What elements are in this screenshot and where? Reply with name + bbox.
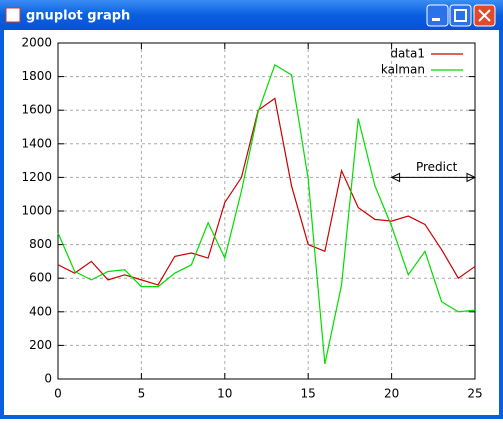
minimize-icon: [432, 18, 440, 21]
annotation: Predict: [416, 160, 458, 174]
minimize-button[interactable]: [426, 4, 449, 27]
y-tick-label: 1400: [21, 136, 52, 150]
data-line: [57, 63, 476, 365]
y-tick-label: 400: [29, 304, 52, 318]
app-icon: [5, 7, 21, 23]
x-tick-label: 20: [384, 387, 399, 401]
x-tick-label: 10: [217, 387, 232, 401]
y-tick-label: 1800: [21, 69, 52, 83]
plot: 0 200 400 600 800 1000 1200 1400 1600 1800 2000 0 5 1…: [21, 36, 482, 401]
maximize-button[interactable]: [449, 4, 472, 27]
close-icon: [478, 9, 491, 22]
data-line: [57, 97, 476, 286]
x-tick-label: 25: [467, 387, 482, 401]
client-area: [4, 30, 499, 415]
y-tick-label: 200: [29, 338, 52, 352]
x-tick-label: 15: [301, 387, 316, 401]
y-tick-label: 2000: [21, 36, 52, 50]
y-tick-label: 1000: [21, 204, 52, 218]
x-tick-label: 5: [138, 387, 146, 401]
window-title: gnuplot graph: [26, 9, 130, 24]
y-tick-label: 1200: [21, 170, 52, 184]
y-tick-label: 600: [29, 271, 52, 285]
y-tick-label: 0: [44, 372, 52, 386]
arrow-head: [390, 172, 401, 183]
maximize-icon: [454, 9, 467, 22]
x-tick-label: 0: [54, 387, 62, 401]
y-tick-label: 800: [29, 237, 52, 251]
y-tick-label: 1600: [21, 103, 52, 117]
legend-label: kalman: [381, 63, 425, 77]
plot-border: [57, 42, 476, 380]
legend-label: data1: [390, 47, 425, 61]
arrow-head: [466, 172, 477, 183]
title-bar: [0, 0, 503, 30]
